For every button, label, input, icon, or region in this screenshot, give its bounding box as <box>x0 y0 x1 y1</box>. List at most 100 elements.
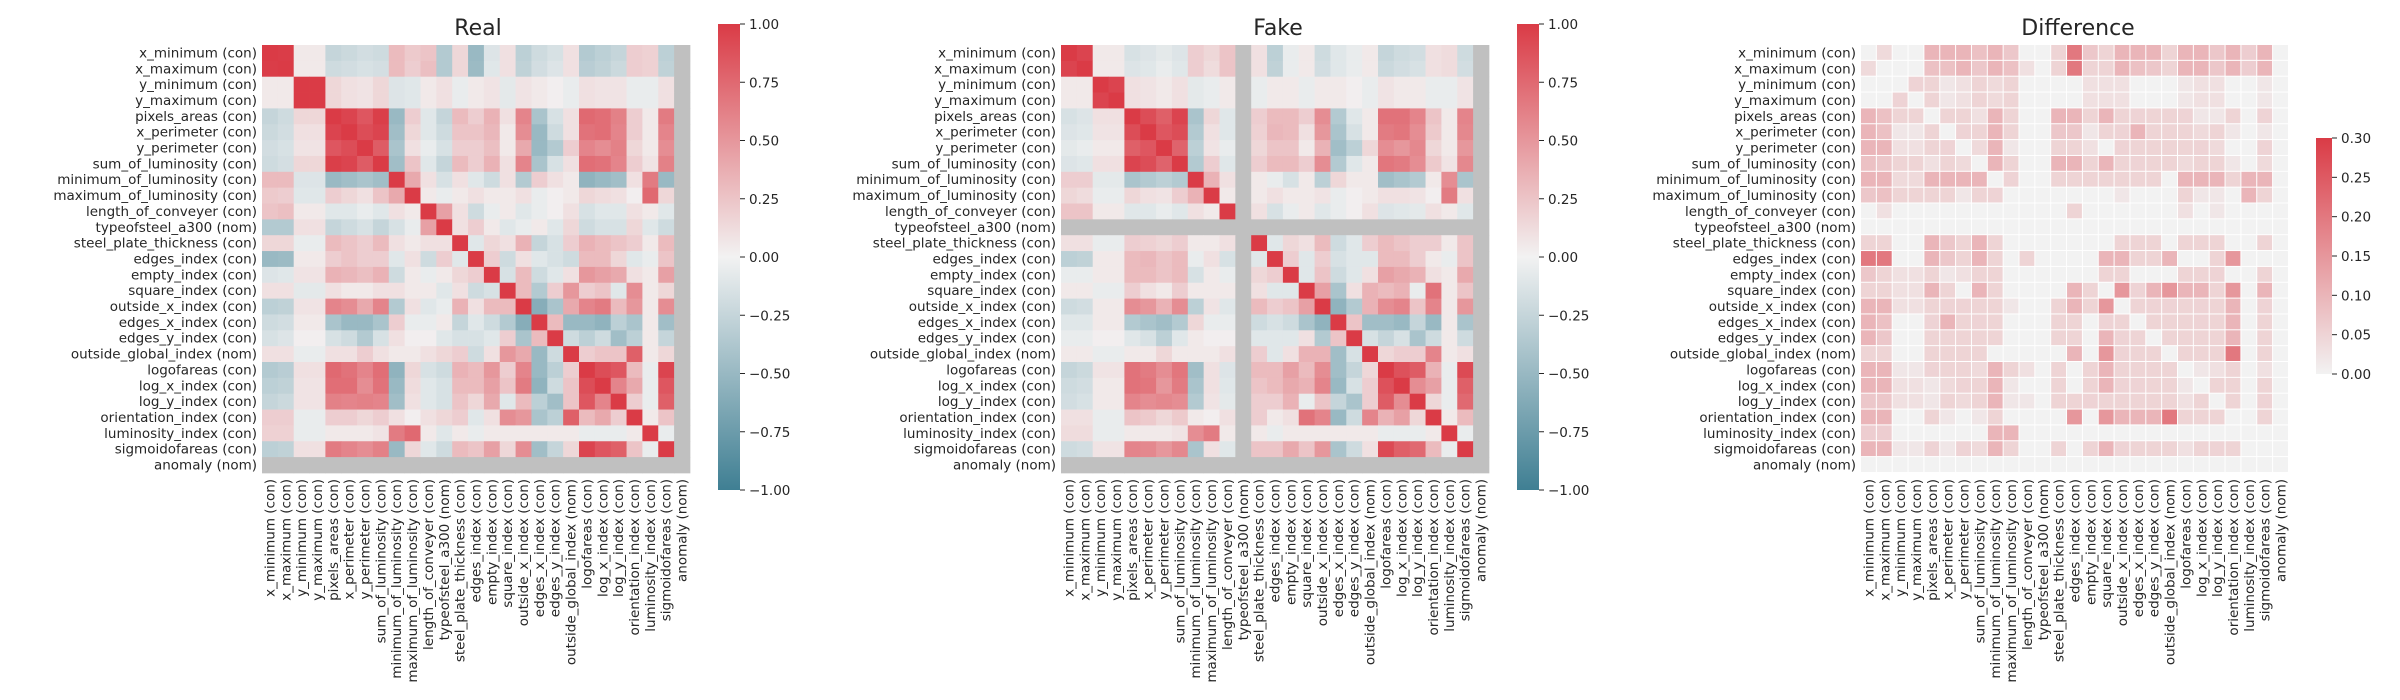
heatmap-cell <box>2225 330 2241 346</box>
heatmap-cell <box>325 203 342 220</box>
heatmap-cell <box>2209 235 2225 251</box>
heatmap-cell <box>436 76 453 93</box>
heatmap-cell <box>2178 155 2193 171</box>
heatmap-cell <box>1876 346 1892 361</box>
heatmap-cell <box>1235 393 1252 410</box>
heatmap-cell <box>1219 251 1236 268</box>
heatmap-cell <box>626 346 643 363</box>
heatmap-cell <box>1298 124 1315 141</box>
heatmap-cell <box>1314 425 1331 442</box>
heatmap-cell <box>452 235 469 252</box>
y-tick-label: y_perimeter (con) <box>935 141 1056 157</box>
heatmap-cell <box>2225 441 2241 457</box>
heatmap-cell <box>1346 203 1363 220</box>
heatmap-cell <box>341 108 358 125</box>
heatmap-cell <box>1108 425 1125 442</box>
heatmap-cell <box>1219 282 1236 299</box>
heatmap-cells <box>1061 45 1490 474</box>
x-tick-label: orientation_index (con) <box>2226 479 2242 636</box>
heatmap-cell <box>2098 330 2114 346</box>
heatmap-cell <box>2098 425 2114 441</box>
heatmap-cell <box>515 441 532 458</box>
heatmap-cell <box>309 346 326 363</box>
heatmap-cell <box>483 251 501 268</box>
heatmap-cell <box>2082 76 2098 92</box>
heatmap-cell <box>1908 60 1924 76</box>
heatmap-cell <box>2241 425 2257 441</box>
heatmap-cell <box>2193 92 2209 108</box>
y-tick-label: luminosity_index (con) <box>104 426 257 442</box>
heatmap-cell <box>1362 76 1379 93</box>
heatmap-cell <box>594 377 612 395</box>
heatmap-cell <box>1457 330 1474 347</box>
y-tick-label: orientation_index (con) <box>1699 410 1856 426</box>
heatmap-cell <box>1171 362 1189 379</box>
heatmap-cell <box>468 330 485 347</box>
heatmap-cell <box>1108 314 1125 331</box>
heatmap-cell <box>642 60 659 78</box>
heatmap-cell <box>2019 140 2035 155</box>
heatmap-cell <box>1235 203 1252 220</box>
heatmap-cell <box>483 235 501 252</box>
x-tick-label: luminosity_index (con) <box>643 479 659 632</box>
heatmap-cell <box>499 219 516 236</box>
heatmap-cell <box>1171 155 1189 173</box>
y-tick-label: sum_of_luminosity (con) <box>93 156 257 172</box>
heatmap-cell <box>2019 425 2035 441</box>
heatmap-cell <box>626 377 643 395</box>
heatmap-cell <box>2130 124 2146 140</box>
heatmap-cell <box>309 92 326 109</box>
heatmap-cell <box>2067 76 2082 92</box>
heatmap-cell <box>1346 140 1363 157</box>
heatmap-cell <box>2146 45 2162 60</box>
heatmap-cell <box>1140 441 1157 458</box>
heatmap-cell <box>1861 441 1876 457</box>
heatmap-cell <box>2273 409 2288 425</box>
heatmap-cell <box>483 92 501 109</box>
heatmap-cell <box>372 203 390 220</box>
heatmap-cell <box>452 187 469 204</box>
heatmap-cell <box>1362 282 1379 299</box>
heatmap-cell <box>1457 45 1474 62</box>
heatmap-cell <box>1251 45 1268 62</box>
heatmap-cell <box>2178 124 2193 140</box>
heatmap-cell <box>372 140 390 157</box>
heatmap-cell <box>1346 251 1363 268</box>
heatmap-cell <box>2114 45 2130 60</box>
heatmap-cell <box>1314 219 1331 236</box>
heatmap-cell <box>1061 298 1078 315</box>
heatmap-cell <box>2209 219 2225 235</box>
heatmap-cell <box>1876 251 1892 266</box>
heatmap-cell <box>2098 76 2114 92</box>
heatmap-cell <box>515 362 532 379</box>
colorbar-tick-label: 0.00 <box>749 250 779 266</box>
heatmap-cell <box>1861 425 1876 441</box>
heatmap-cell <box>1971 140 1987 155</box>
heatmap-cell <box>2162 203 2177 219</box>
heatmap-cell <box>341 76 358 93</box>
heatmap-cell <box>674 155 691 173</box>
heatmap-cell <box>309 187 326 204</box>
heatmap-cell <box>1362 171 1379 189</box>
heatmap-cell <box>2019 441 2035 457</box>
heatmap-cell <box>2003 425 2019 441</box>
heatmap-cell <box>1092 60 1109 78</box>
heatmap-cell <box>325 45 342 62</box>
heatmap-cell <box>1219 155 1236 173</box>
heatmap-cell <box>1971 171 1987 187</box>
heatmap-cell <box>2114 362 2130 377</box>
heatmap-cell <box>1892 409 1908 425</box>
heatmap-cell <box>1235 298 1252 315</box>
heatmap-cell <box>2019 60 2035 76</box>
heatmap-cell <box>404 251 421 268</box>
heatmap-cell <box>341 203 358 220</box>
heatmap-cell <box>277 409 295 426</box>
heatmap-cell <box>1473 298 1490 315</box>
heatmap-cell <box>1409 425 1426 442</box>
heatmap-cell <box>626 235 643 252</box>
x-tick-label: y_perimeter (con) <box>1157 479 1173 600</box>
heatmap-cell <box>2178 60 2193 76</box>
heatmap-cell <box>2035 187 2051 203</box>
heatmap-cell <box>1956 235 1971 251</box>
heatmap-cell <box>1346 425 1363 442</box>
